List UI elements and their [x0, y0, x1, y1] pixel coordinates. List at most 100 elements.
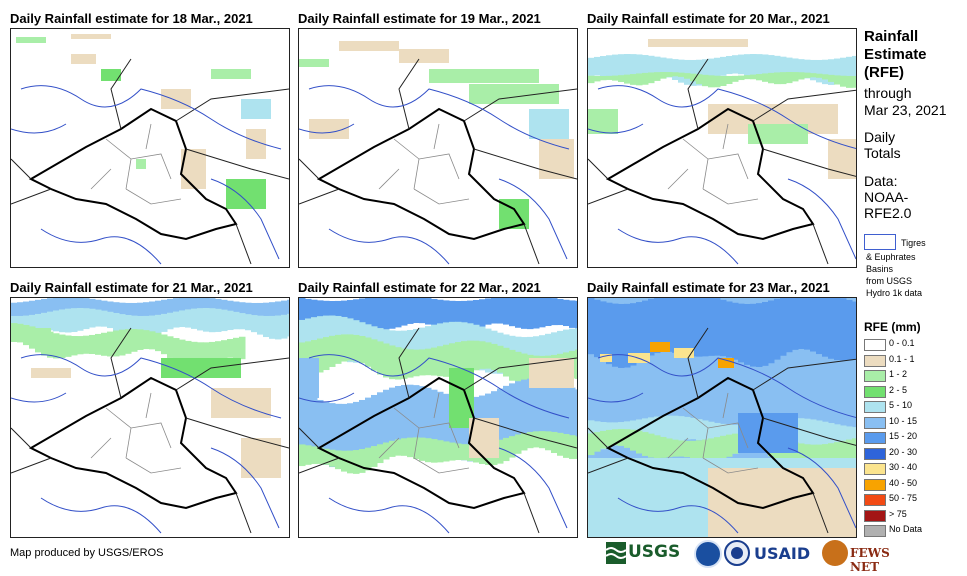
rain-cell [738, 413, 798, 453]
neighbour-borders [588, 327, 856, 534]
end-date: Mar 23, 2021 [864, 102, 947, 118]
panel-title-19: Daily Rainfall estimate for 19 Mar., 202… [298, 11, 541, 26]
map-panel-19 [298, 28, 578, 268]
rain-cell [31, 368, 71, 378]
province-borders [90, 392, 182, 474]
state-seal-icon [724, 540, 750, 566]
title-line-2: Estimate [864, 46, 927, 63]
rain-cell [650, 342, 670, 352]
rainfall-map-21 [11, 298, 289, 534]
sidebar-daily: Daily Totals [864, 129, 964, 161]
neighbour-borders [11, 327, 289, 534]
rain-cell [588, 109, 618, 134]
credit-text: Map produced by USGS/EROS [10, 547, 164, 559]
title-line-3: (RFE) [864, 64, 904, 81]
panel-title-20: Daily Rainfall estimate for 20 Mar., 202… [587, 11, 830, 26]
legend-label: 0 - 0.1 [889, 338, 915, 348]
rain-cell [299, 358, 319, 398]
neighbour-borders [299, 58, 577, 265]
noaa-logo-icon [694, 540, 722, 568]
rain-cell [241, 99, 271, 119]
basin-label-3: Basins [866, 264, 894, 274]
legend-swatch [864, 447, 886, 460]
map-panel-18 [10, 28, 290, 268]
legend-title: RFE (mm) [864, 320, 921, 334]
province-borders [90, 123, 182, 205]
legend-swatch [864, 385, 886, 398]
usgs-wave-icon [605, 542, 627, 564]
rain-cell [211, 388, 271, 418]
map-panel-20 [587, 28, 857, 268]
rain-cell [101, 69, 121, 81]
rain-cell [539, 139, 574, 179]
rain-cell [309, 119, 349, 139]
rain-band [588, 72, 856, 88]
legend-swatch [864, 494, 886, 506]
rainfall-map-19 [299, 41, 577, 265]
data-source-line-1: NOAA- [864, 189, 909, 205]
rain-cell [161, 89, 191, 109]
rain-cell [71, 54, 96, 64]
totals-label: Totals [864, 145, 901, 161]
country-border [605, 376, 815, 510]
panel-title-18: Daily Rainfall estimate for 18 Mar., 202… [10, 11, 253, 26]
country-border [28, 376, 238, 510]
rain-cell [16, 37, 46, 43]
legend-swatch [864, 339, 886, 351]
basin-label-block: & Euphrates Basins from USGS Hydro 1k da… [866, 251, 966, 299]
legend-label: > 75 [889, 508, 907, 519]
fews-logo-icon [822, 540, 848, 566]
map-panel-21 [10, 297, 290, 538]
sidebar-title: Rainfall Estimate (RFE) [864, 28, 964, 82]
legend-swatch [864, 401, 886, 413]
sidebar-date-range: through Mar 23, 2021 [864, 85, 964, 119]
legend-label: 2 - 5 [889, 384, 908, 395]
rain-cell [429, 69, 539, 83]
legend-swatch [864, 525, 886, 537]
usgs-logo: USGS [605, 540, 692, 568]
province-borders [378, 123, 470, 205]
rain-cell [748, 124, 808, 144]
rainfall-map-22 [299, 298, 577, 534]
legend-label: 10 - 15 [889, 415, 918, 426]
rain-cell [469, 84, 559, 104]
data-label: Data: [864, 173, 898, 189]
rainfall-map-20 [588, 39, 856, 265]
panel-title-23: Daily Rainfall estimate for 23 Mar., 202… [587, 280, 830, 295]
rain-cell [161, 358, 241, 378]
country-border [316, 107, 526, 241]
rain-cell [399, 49, 449, 63]
country-border [605, 107, 815, 241]
rain-cell [211, 69, 251, 79]
rain-cell [136, 159, 146, 169]
map-panel-22 [298, 297, 578, 538]
rain-cell [71, 34, 111, 39]
basin-outline [11, 354, 282, 534]
rain-cell [529, 109, 569, 139]
map-panel-23 [587, 297, 857, 538]
rain-cell [674, 348, 694, 358]
data-source-line-2: RFE2.0 [864, 205, 912, 221]
rain-cell [600, 354, 612, 362]
country-border [28, 107, 238, 241]
sidebar-data-source: Data: NOAA- RFE2.0 [864, 173, 964, 221]
legend-label: 15 - 20 [889, 431, 918, 441]
title-line-1: Rainfall [864, 28, 919, 45]
through-label: through [864, 85, 912, 101]
province-borders [667, 392, 759, 474]
rain-cell [718, 358, 734, 368]
neighbour-borders [299, 327, 577, 534]
basin-label-1: Tigres [901, 238, 926, 248]
country-border [316, 376, 526, 510]
panel-title-21: Daily Rainfall estimate for 21 Mar., 202… [10, 280, 253, 295]
rain-cell [226, 179, 266, 209]
basin-legend-swatch [864, 234, 896, 250]
panel-title-22: Daily Rainfall estimate for 22 Mar., 202… [298, 280, 541, 295]
rain-cell [246, 129, 266, 159]
legend-swatch [864, 463, 886, 475]
basin-label-5: Hydro 1k data [866, 288, 923, 298]
legend-swatch [864, 416, 886, 429]
legend-swatch [864, 509, 886, 522]
basin-outline [299, 354, 570, 534]
legend-swatch [864, 370, 886, 382]
